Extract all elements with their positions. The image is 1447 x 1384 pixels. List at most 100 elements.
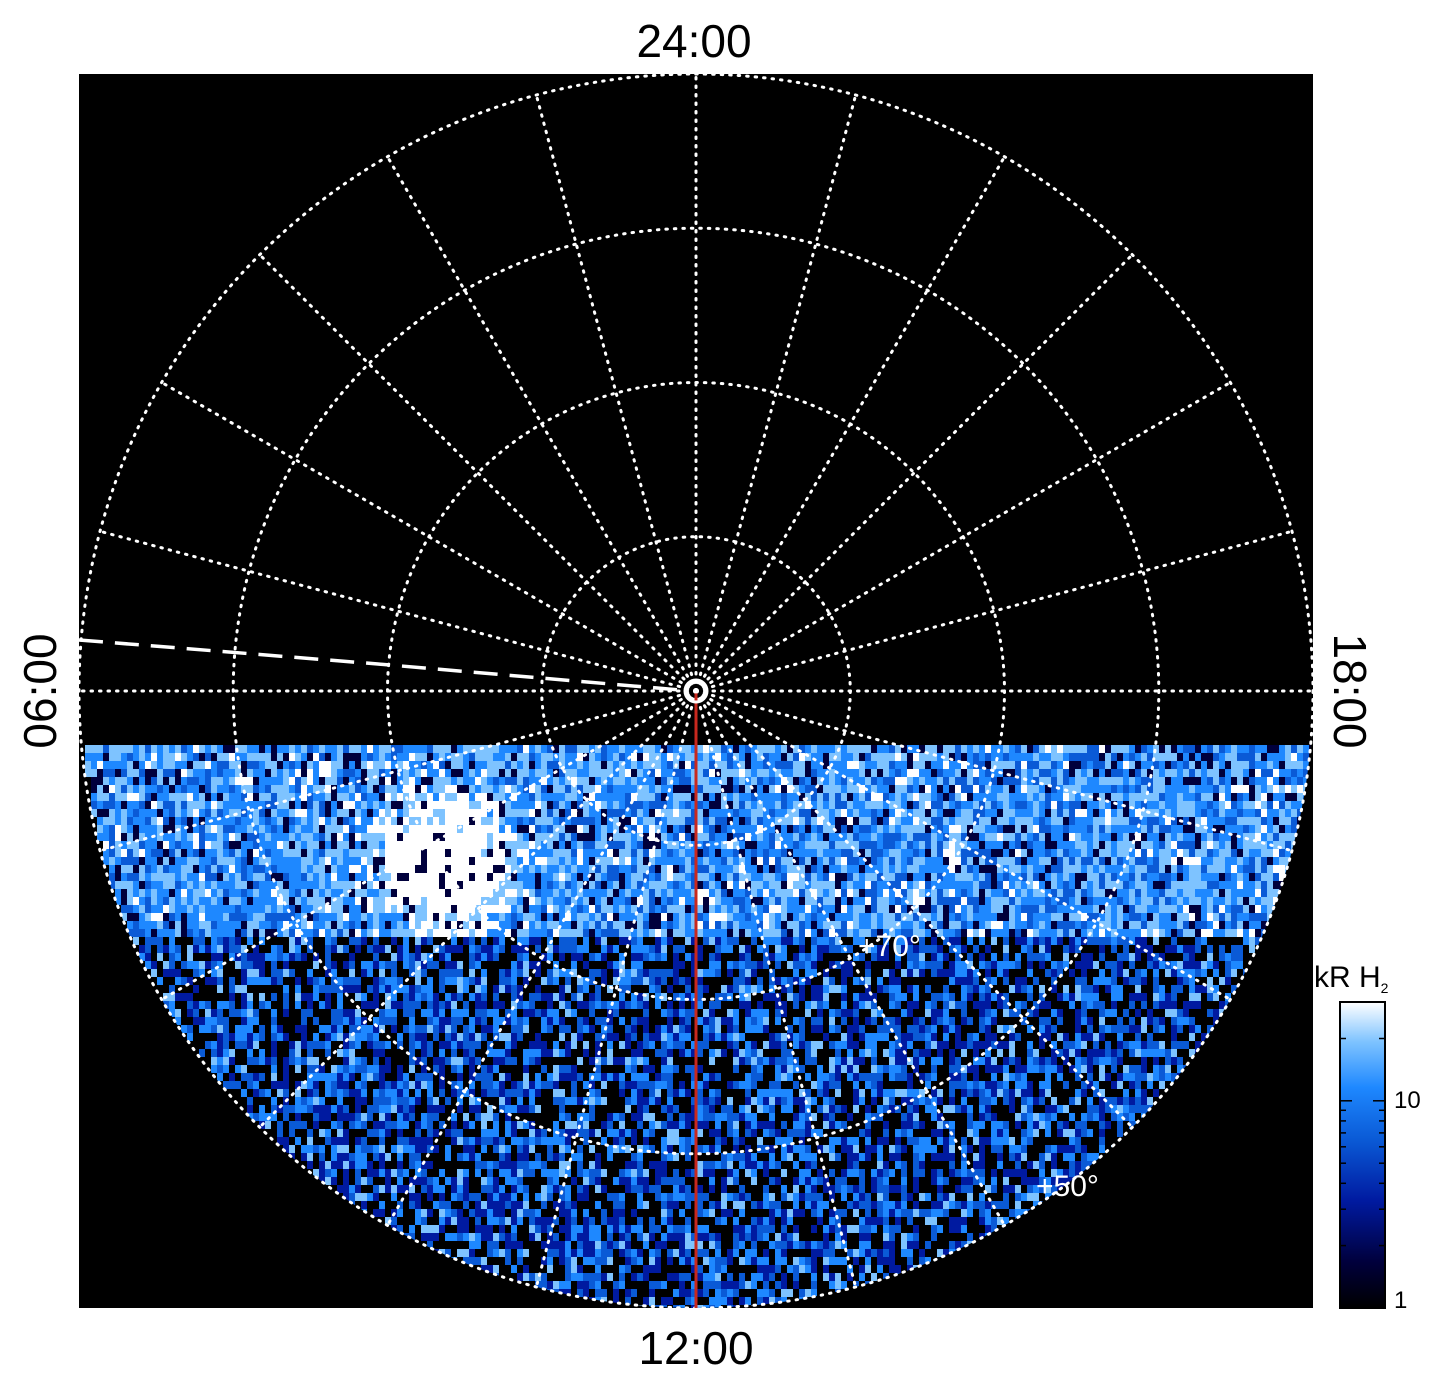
heatmap-cell: [889, 841, 895, 849]
heatmap-cell: [1177, 785, 1183, 793]
heatmap-cell: [787, 857, 793, 865]
heatmap-cell: [811, 881, 817, 889]
heatmap-cell: [217, 921, 223, 929]
heatmap-cell: [1075, 905, 1081, 913]
heatmap-cell: [661, 761, 667, 769]
heatmap-cell: [1279, 833, 1285, 841]
heatmap-cell: [445, 873, 451, 881]
heatmap-cell: [253, 945, 259, 953]
heatmap-cell: [883, 825, 889, 833]
heatmap-cell: [1291, 761, 1297, 769]
heatmap-cell: [535, 793, 541, 801]
heatmap-cell: [505, 841, 511, 849]
heatmap-cell: [397, 913, 403, 921]
heatmap-cell: [1273, 865, 1279, 873]
heatmap-cell: [901, 905, 907, 913]
heatmap-cell: [973, 777, 979, 785]
heatmap-cell: [421, 889, 427, 897]
heatmap-cell: [1117, 913, 1123, 921]
heatmap-cell: [385, 929, 391, 937]
heatmap-cell: [1291, 809, 1297, 817]
heatmap-cell: [847, 913, 853, 921]
heatmap-cell: [445, 841, 451, 849]
heatmap-cell: [853, 761, 859, 769]
heatmap-cell: [475, 945, 481, 953]
heatmap-cell: [223, 785, 229, 793]
heatmap-cell: [805, 849, 811, 857]
heatmap-cell: [1057, 889, 1063, 897]
heatmap-cell: [679, 913, 685, 921]
heatmap-cell: [1069, 801, 1075, 809]
heatmap-cell: [205, 753, 211, 761]
heatmap-cell: [1135, 913, 1141, 921]
heatmap-cell: [1093, 849, 1099, 857]
heatmap-cell: [1225, 817, 1231, 825]
heatmap-cell: [475, 833, 481, 841]
heatmap-cell: [361, 865, 367, 873]
heatmap-cell: [1081, 793, 1087, 801]
heatmap-cell: [445, 905, 451, 913]
heatmap-cell: [247, 857, 253, 865]
heatmap-cell: [409, 873, 415, 881]
heatmap-cell: [961, 865, 967, 873]
heatmap-cell: [1063, 921, 1069, 929]
heatmap-cell: [571, 817, 577, 825]
heatmap-cell: [577, 841, 583, 849]
heatmap-cell: [187, 817, 193, 825]
heatmap-cell: [589, 785, 595, 793]
heatmap-cell: [655, 785, 661, 793]
heatmap-cell: [433, 833, 439, 841]
heatmap-cell: [205, 809, 211, 817]
heatmap-cell: [487, 777, 493, 785]
heatmap-cell: [577, 849, 583, 857]
heatmap-cell: [793, 937, 799, 945]
heatmap-cell: [1153, 889, 1159, 897]
heatmap-cell: [505, 849, 511, 857]
heatmap-cell: [1297, 785, 1303, 793]
heatmap-cell: [97, 817, 103, 825]
heatmap-cell: [1291, 785, 1297, 793]
heatmap-cell: [133, 777, 139, 785]
heatmap-cell: [1201, 905, 1207, 913]
heatmap-cell: [1195, 897, 1201, 905]
heatmap-cell: [799, 809, 805, 817]
heatmap-cell: [499, 865, 505, 873]
heatmap-cell: [769, 873, 775, 881]
heatmap-cell: [967, 841, 973, 849]
heatmap-cell: [823, 937, 829, 945]
heatmap-cell: [757, 929, 763, 937]
heatmap-cell: [637, 889, 643, 897]
heatmap-cell: [889, 785, 895, 793]
heatmap-cell: [1207, 809, 1213, 817]
heatmap-cell: [649, 801, 655, 809]
heatmap-cell: [643, 889, 649, 897]
heatmap-cell: [109, 857, 115, 865]
heatmap-cell: [121, 841, 127, 849]
heatmap-cell: [661, 865, 667, 873]
heatmap-cell: [211, 753, 217, 761]
heatmap-cell: [943, 793, 949, 801]
heatmap-cell: [709, 753, 715, 761]
heatmap-cell: [1003, 761, 1009, 769]
heatmap-cell: [673, 785, 679, 793]
heatmap-cell: [979, 809, 985, 817]
heatmap-cell: [709, 833, 715, 841]
heatmap-cell: [457, 873, 463, 881]
heatmap-cell: [475, 873, 481, 881]
heatmap-cell: [307, 841, 313, 849]
heatmap-cell: [529, 769, 535, 777]
heatmap-cell: [589, 873, 595, 881]
heatmap-cell: [1207, 825, 1213, 833]
heatmap-cell: [427, 873, 433, 881]
heatmap-cell: [853, 817, 859, 825]
heatmap-cell: [211, 841, 217, 849]
heatmap-cell: [325, 825, 331, 833]
heatmap-cell: [1219, 849, 1225, 857]
heatmap-cell: [841, 905, 847, 913]
heatmap-cell: [607, 753, 613, 761]
heatmap-cell: [175, 745, 181, 753]
heatmap-cell: [733, 833, 739, 841]
heatmap-cell: [1063, 801, 1069, 809]
heatmap-cell: [1039, 889, 1045, 897]
heatmap-cell: [949, 801, 955, 809]
